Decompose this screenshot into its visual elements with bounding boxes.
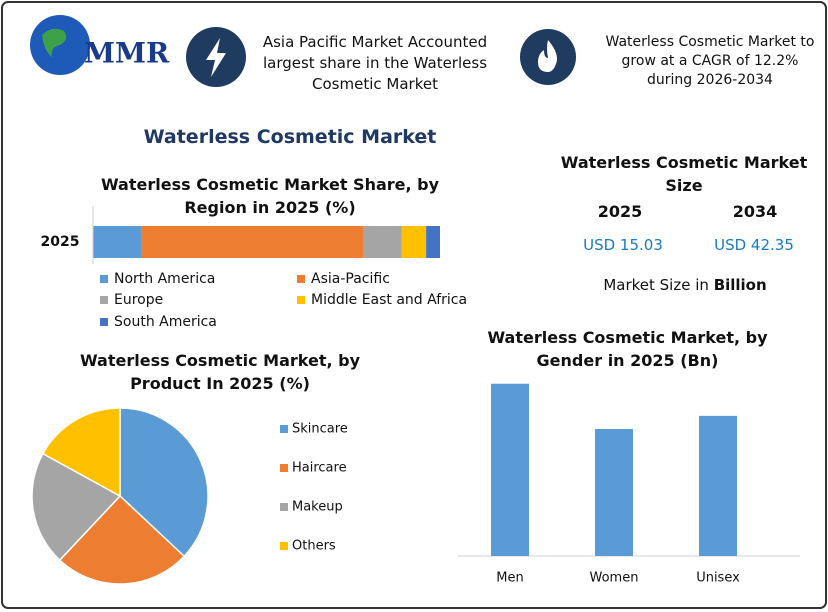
chart-title: Waterless Cosmetic Market Share, by Regi… xyxy=(100,175,440,217)
legend-swatch xyxy=(297,275,305,283)
x-tick-label: Men xyxy=(496,571,523,586)
callout-text: Asia Pacific Market Accounted largest sh… xyxy=(262,33,488,93)
chart-title: Waterless Cosmetic Market, by Product In… xyxy=(79,351,361,393)
legend-label: Middle East and Africa xyxy=(311,292,467,308)
note-unit: Billion xyxy=(713,276,767,294)
flame-icon xyxy=(538,40,557,72)
bar-segment xyxy=(93,226,142,258)
note-text: Market Size in xyxy=(603,276,709,294)
legend-label: Haircare xyxy=(292,461,347,476)
legend-label: Makeup xyxy=(292,500,343,515)
market-size-title: Waterless Cosmetic Market Size xyxy=(560,153,808,195)
pie-slice xyxy=(119,407,209,558)
chart-title: Waterless Cosmetic Market, by Gender in … xyxy=(487,328,768,370)
legend-swatch xyxy=(280,542,288,550)
market-value: USD 42.35 xyxy=(714,236,794,254)
bar xyxy=(595,428,633,556)
legend-label: Others xyxy=(292,539,336,554)
legend-label: South America xyxy=(114,314,217,330)
legend-swatch xyxy=(100,296,108,304)
pie-slice xyxy=(31,452,122,562)
legend-label: North America xyxy=(114,271,215,287)
legend-swatch xyxy=(280,503,288,511)
legend-swatch xyxy=(297,296,305,304)
main-title: Waterless Cosmetic Market xyxy=(143,126,437,148)
market-note: Market Size in Billion xyxy=(575,276,795,294)
bar xyxy=(699,415,737,556)
x-tick-label: Unisex xyxy=(696,571,740,586)
legend-swatch xyxy=(100,318,108,326)
market-year: 2034 xyxy=(732,202,778,221)
legend-label: Asia-Pacific xyxy=(311,271,390,287)
y-tick-label: 2025 xyxy=(41,234,80,250)
market-value: USD 15.03 xyxy=(583,236,663,254)
bar-segment xyxy=(401,226,427,258)
bar-segment xyxy=(141,226,364,258)
legend-swatch xyxy=(280,425,288,433)
bar-segment xyxy=(426,226,440,258)
market-year: 2025 xyxy=(597,202,643,221)
x-tick-label: Women xyxy=(590,571,639,586)
lightning-icon xyxy=(206,38,226,77)
pie-slice xyxy=(41,407,121,498)
logo-land xyxy=(42,28,67,57)
logo-text: MMR xyxy=(84,37,170,70)
bar xyxy=(491,383,529,556)
bar-segment xyxy=(363,226,402,258)
callout-text: Waterless Cosmetic Market to grow at a C… xyxy=(605,34,815,88)
legend-swatch xyxy=(100,275,108,283)
legend-swatch xyxy=(280,464,288,472)
pie-slice xyxy=(58,494,186,585)
legend-label: Europe xyxy=(114,292,163,308)
legend-label: Skincare xyxy=(292,422,348,437)
